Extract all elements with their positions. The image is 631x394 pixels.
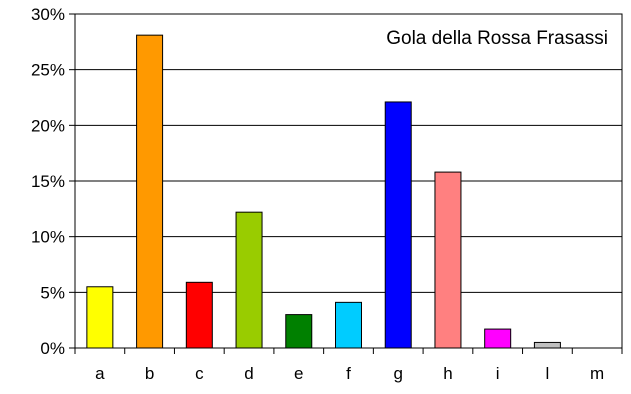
bar-e	[285, 314, 313, 349]
x-tick-label: b	[145, 364, 154, 383]
bar-h	[434, 171, 462, 349]
bars	[86, 34, 561, 349]
y-tick-label: 10%	[31, 228, 65, 247]
axes	[69, 13, 623, 354]
chart-title: Gola della Rossa Frasassi	[386, 28, 608, 49]
y-tick-label: 20%	[31, 116, 65, 135]
bar-i	[484, 328, 512, 349]
x-tick-label: f	[346, 364, 351, 383]
labels: 0% 5% 10% 15% 20% 25% 30% a b c d e f g h i l m	[31, 5, 604, 383]
bar-b	[136, 34, 164, 349]
bar-d	[235, 211, 263, 349]
y-tick-label: 30%	[31, 5, 65, 24]
bar-l	[533, 341, 561, 349]
y-tick-label: 0%	[40, 339, 65, 358]
x-tick-label: c	[195, 364, 204, 383]
x-tick-label: i	[496, 364, 500, 383]
bar-c	[185, 281, 213, 349]
bar-f	[335, 301, 362, 349]
y-tick-label: 15%	[31, 172, 65, 191]
x-tick-label: e	[294, 364, 303, 383]
x-tick-label: a	[95, 364, 105, 383]
y-tick-label: 5%	[40, 283, 65, 302]
bar-a	[86, 286, 114, 349]
x-tick-label: g	[393, 364, 402, 383]
x-tick-label: h	[443, 364, 452, 383]
gridlines	[75, 69, 622, 293]
x-tick-label: m	[590, 364, 604, 383]
x-tick-label: d	[244, 364, 253, 383]
y-tick-label: 25%	[31, 61, 65, 80]
bar-g	[384, 101, 412, 349]
x-tick-label: l	[546, 364, 550, 383]
